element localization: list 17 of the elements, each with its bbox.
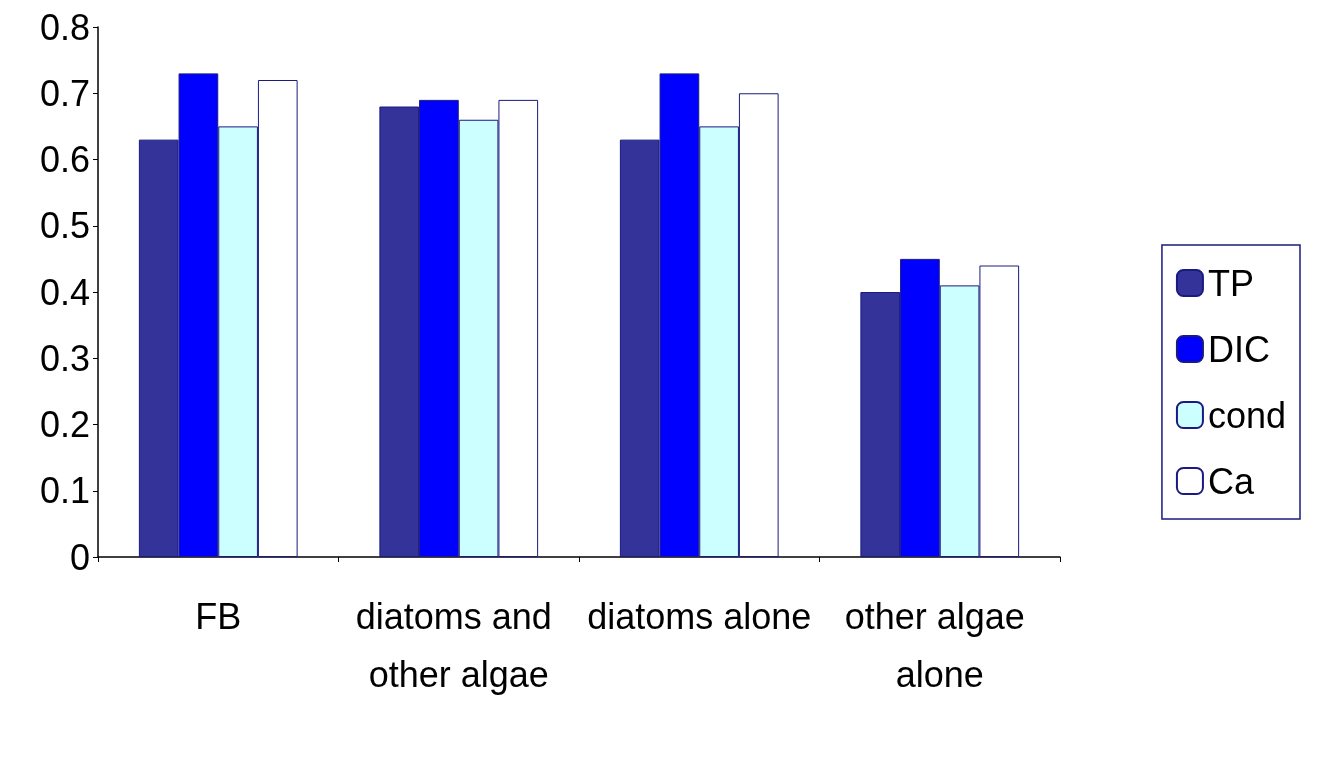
y-tick-label: 0.7 xyxy=(39,72,90,114)
y-tick-label: 0.1 xyxy=(39,470,90,512)
y-tick-label: 0.3 xyxy=(39,337,90,379)
y-tick-label: 0.4 xyxy=(39,271,90,313)
x-tick-label: other algae alone xyxy=(844,595,1035,695)
y-tick-label: 0.2 xyxy=(39,404,90,445)
legend-label: Ca xyxy=(1207,460,1255,502)
legend-label: DIC xyxy=(1207,328,1270,370)
legend-label: cond xyxy=(1207,394,1287,436)
x-tick-label: diatoms alone xyxy=(587,595,812,637)
y-tick-label: 0 xyxy=(69,536,90,578)
x-tick-label: FB xyxy=(195,595,242,637)
legend-label: TP xyxy=(1207,262,1254,304)
y-tick-label: 0.6 xyxy=(39,139,90,180)
y-tick-label: 0.5 xyxy=(39,205,90,247)
x-tick-label: diatoms and other algae xyxy=(355,595,562,695)
y-tick-label: 0.8 xyxy=(39,6,90,48)
